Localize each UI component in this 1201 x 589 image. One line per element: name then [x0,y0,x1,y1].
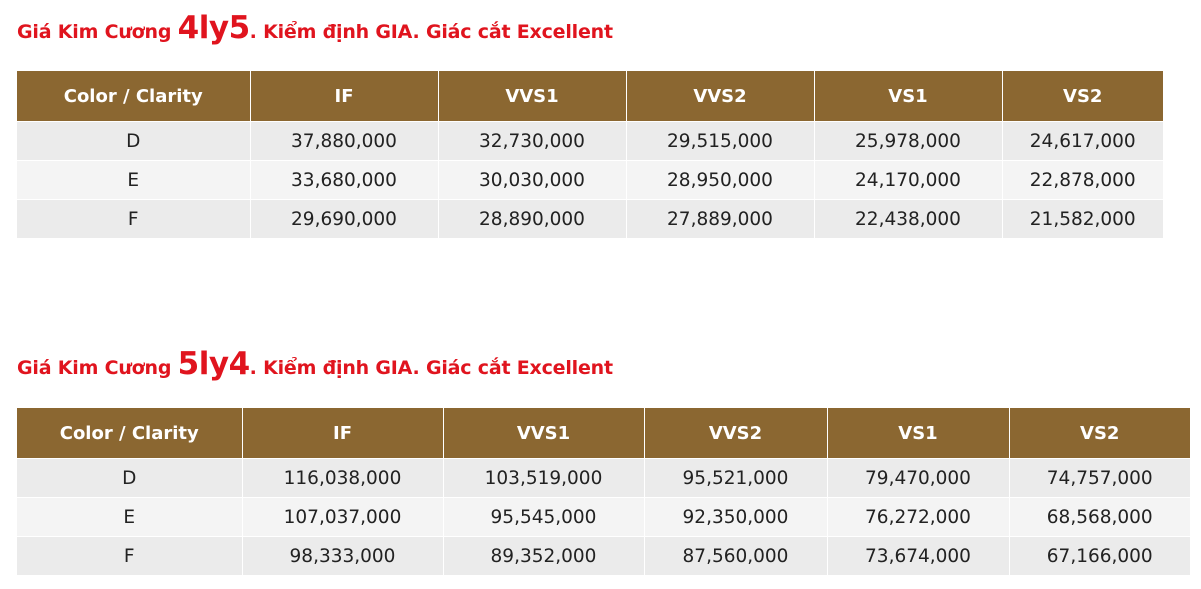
header-vvs2: VVS2 [644,408,828,459]
price-cell: 95,545,000 [443,497,645,537]
header-vs1: VS1 [814,71,1003,122]
header-vs1: VS1 [827,408,1010,459]
table-row: E 33,680,000 30,030,000 28,950,000 24,17… [17,160,1163,200]
price-cell: 89,352,000 [443,536,645,576]
row-color-label: F [17,536,243,576]
price-cell: 22,438,000 [814,199,1003,239]
header-if: IF [242,408,444,459]
row-color-label: D [17,458,243,498]
title-prefix: Giá Kim Cương [17,357,178,379]
header-vs2: VS2 [1002,71,1163,122]
header-color-clarity: Color / Clarity [17,71,251,122]
price-cell: 73,674,000 [827,536,1010,576]
price-cell: 25,978,000 [814,121,1003,161]
table-row: E 107,037,000 95,545,000 92,350,000 76,2… [17,497,1190,537]
title-prefix: Giá Kim Cương [17,21,178,43]
title-suffix: . Kiểm định GIA. Giác cắt Excellent [249,21,613,43]
table-row: D 37,880,000 32,730,000 29,515,000 25,97… [17,121,1163,161]
price-cell: 68,568,000 [1009,497,1190,537]
row-color-label: E [17,497,243,537]
header-vs2: VS2 [1009,408,1190,459]
price-cell: 103,519,000 [443,458,645,498]
table-row: D 116,038,000 103,519,000 95,521,000 79,… [17,458,1190,498]
price-cell: 27,889,000 [626,199,815,239]
table-row: F 98,333,000 89,352,000 87,560,000 73,67… [17,536,1190,576]
price-cell: 30,030,000 [438,160,627,200]
section-1-title: Giá Kim Cương 4ly5. Kiểm định GIA. Giác … [17,10,613,46]
price-cell: 24,617,000 [1002,121,1163,161]
row-color-label: F [17,199,251,239]
price-cell: 29,690,000 [250,199,439,239]
header-if: IF [250,71,439,122]
price-cell: 24,170,000 [814,160,1003,200]
price-cell: 29,515,000 [626,121,815,161]
title-size: 4ly5 [177,10,250,46]
row-color-label: E [17,160,251,200]
price-cell: 32,730,000 [438,121,627,161]
price-cell: 67,166,000 [1009,536,1190,576]
row-color-label: D [17,121,251,161]
price-cell: 116,038,000 [242,458,444,498]
section-2-title: Giá Kim Cương 5ly4. Kiểm định GIA. Giác … [17,346,613,382]
price-cell: 28,950,000 [626,160,815,200]
price-cell: 98,333,000 [242,536,444,576]
price-cell: 22,878,000 [1002,160,1163,200]
price-cell: 95,521,000 [644,458,828,498]
header-vvs2: VVS2 [626,71,815,122]
price-table-5ly4: Color / Clarity IF VVS1 VVS2 VS1 VS2 D 1… [17,408,1190,576]
title-size: 5ly4 [177,346,250,382]
header-color-clarity: Color / Clarity [17,408,243,459]
title-suffix: . Kiểm định GIA. Giác cắt Excellent [249,357,613,379]
price-cell: 74,757,000 [1009,458,1190,498]
price-cell: 92,350,000 [644,497,828,537]
price-cell: 87,560,000 [644,536,828,576]
price-cell: 107,037,000 [242,497,444,537]
price-cell: 37,880,000 [250,121,439,161]
price-cell: 21,582,000 [1002,199,1163,239]
price-cell: 76,272,000 [827,497,1010,537]
header-vvs1: VVS1 [438,71,627,122]
table-row: F 29,690,000 28,890,000 27,889,000 22,43… [17,199,1163,239]
header-vvs1: VVS1 [443,408,645,459]
table-header-row: Color / Clarity IF VVS1 VVS2 VS1 VS2 [17,71,1163,122]
table-header-row: Color / Clarity IF VVS1 VVS2 VS1 VS2 [17,408,1190,459]
price-cell: 28,890,000 [438,199,627,239]
price-cell: 33,680,000 [250,160,439,200]
price-cell: 79,470,000 [827,458,1010,498]
price-table-4ly5: Color / Clarity IF VVS1 VVS2 VS1 VS2 D 3… [17,71,1163,239]
